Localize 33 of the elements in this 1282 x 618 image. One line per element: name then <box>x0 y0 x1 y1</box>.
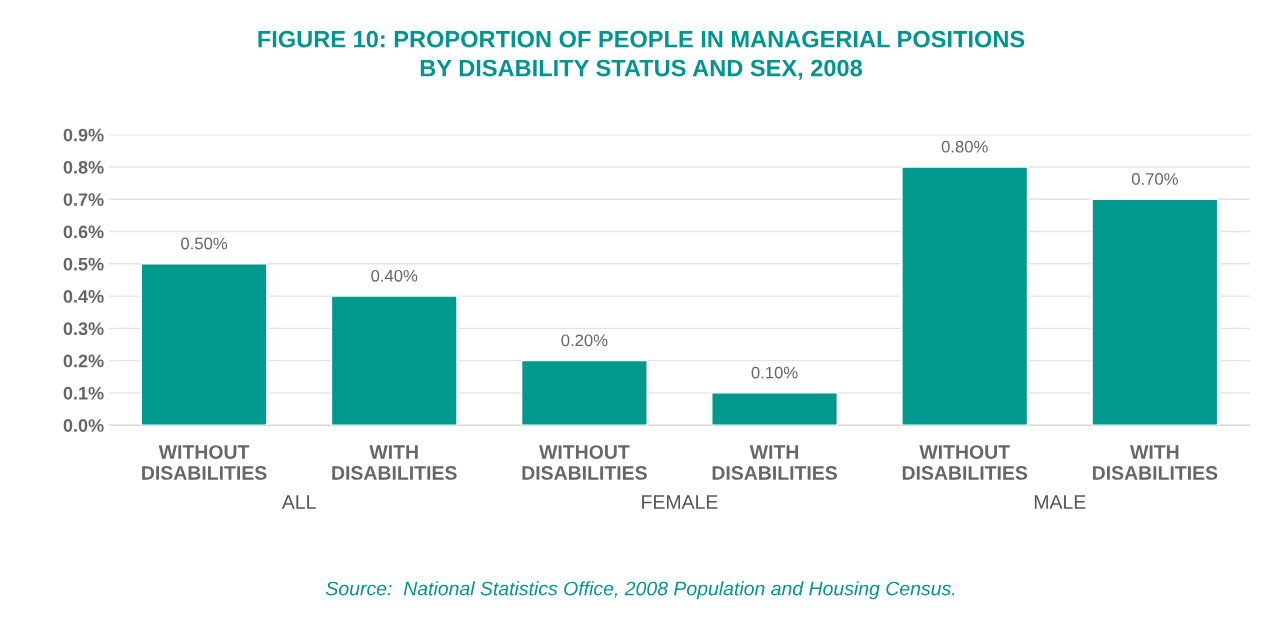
data-label: 0.10% <box>751 366 798 379</box>
y-tick-label: 0.7% <box>63 193 104 206</box>
text: FEMALE <box>642 495 718 509</box>
data-label: 0.50% <box>181 237 228 250</box>
y-tick-label: 0.6% <box>63 225 104 239</box>
y-tick-label: 0.8% <box>63 160 104 174</box>
source-note: Source: National Statistics Office, 2008 Population and Housing Census. <box>325 581 955 600</box>
y-tick-label: 0.4% <box>63 290 104 303</box>
chart-title: FIGURE 10: PROPORTION OF PEOPLE IN MANAGERIAL POSITIONS BY DISABILITY STATUS AND SEX, 2008 <box>258 30 1025 80</box>
x-tick-label: WITH DISABILITIES <box>1092 445 1218 480</box>
text: MALE <box>1034 495 1086 509</box>
data-label: 0.40% <box>371 269 418 282</box>
bar <box>901 166 1029 426</box>
x-tick-label: WITHOUT DISABILITIES <box>522 445 647 480</box>
data-label: 0.20% <box>561 334 608 347</box>
y-tick-label: 0.9% <box>63 128 104 142</box>
x-tick-label: WITHOUT DISABILITIES <box>142 445 267 480</box>
y-tick-label: 0.3% <box>63 322 104 336</box>
data-label: 0.70% <box>1131 173 1178 185</box>
y-tick-label: 0.0% <box>63 419 104 432</box>
x-tick-label: WITH DISABILITIES <box>332 445 457 480</box>
bar <box>330 295 458 426</box>
bar <box>140 263 268 426</box>
bar <box>520 359 648 426</box>
y-tick-label: 0.1% <box>63 386 104 400</box>
bar <box>711 392 838 426</box>
text: ALL <box>281 495 316 509</box>
x-tick-label: WITH DISABILITIES <box>712 445 837 480</box>
x-tick-label: WITHOUT DISABILITIES <box>902 445 1028 480</box>
y-tick-label: 0.2% <box>63 354 104 368</box>
y-tick-label: 0.5% <box>63 257 104 271</box>
bar <box>1091 198 1219 426</box>
data-label: 0.80% <box>941 140 988 153</box>
